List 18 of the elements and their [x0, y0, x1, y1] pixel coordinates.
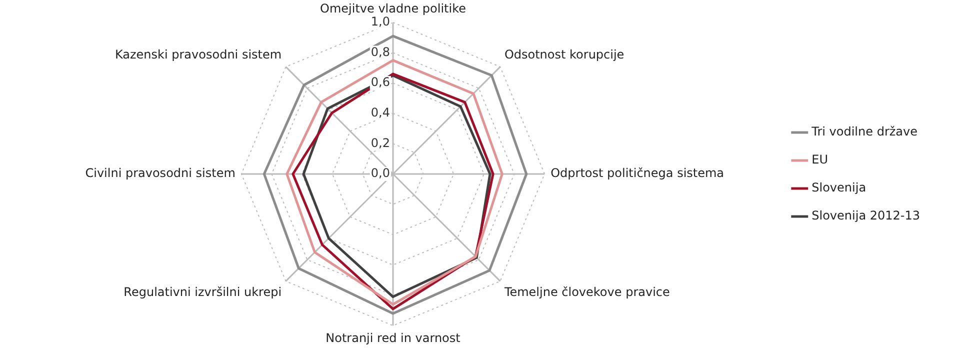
spoke-label: Civilni pravosodni sistem [85, 166, 236, 180]
y-tick-label: 0,4 [370, 105, 390, 120]
y-tick-label: 0,6 [370, 75, 390, 90]
y-tick-label: 1,0 [370, 14, 390, 29]
y-tick-label: 0,8 [370, 44, 390, 59]
spoke-label: Odsotnost korupcije [504, 47, 624, 62]
spoke-label: Temeljne človekove pravice [503, 284, 670, 299]
spoke-label: Omejitve vladne politike [320, 1, 466, 16]
legend-label: Slovenija [812, 180, 866, 195]
y-tick-label: 0,2 [370, 136, 390, 150]
legend-label: Slovenija 2012-13 [812, 208, 920, 223]
legend-label: EU [812, 152, 828, 167]
spoke-label: Notranji red in varnost [326, 330, 461, 345]
legend-label: Tri vodilne države [810, 124, 918, 139]
y-tick-label: 0,0 [370, 166, 390, 180]
spoke-label: Odprtost političnega sistema [550, 166, 724, 180]
spoke-label: Regulativni izvršilni ukrepi [124, 284, 282, 299]
spoke-label: Kazenski pravosodni sistem [114, 47, 282, 62]
